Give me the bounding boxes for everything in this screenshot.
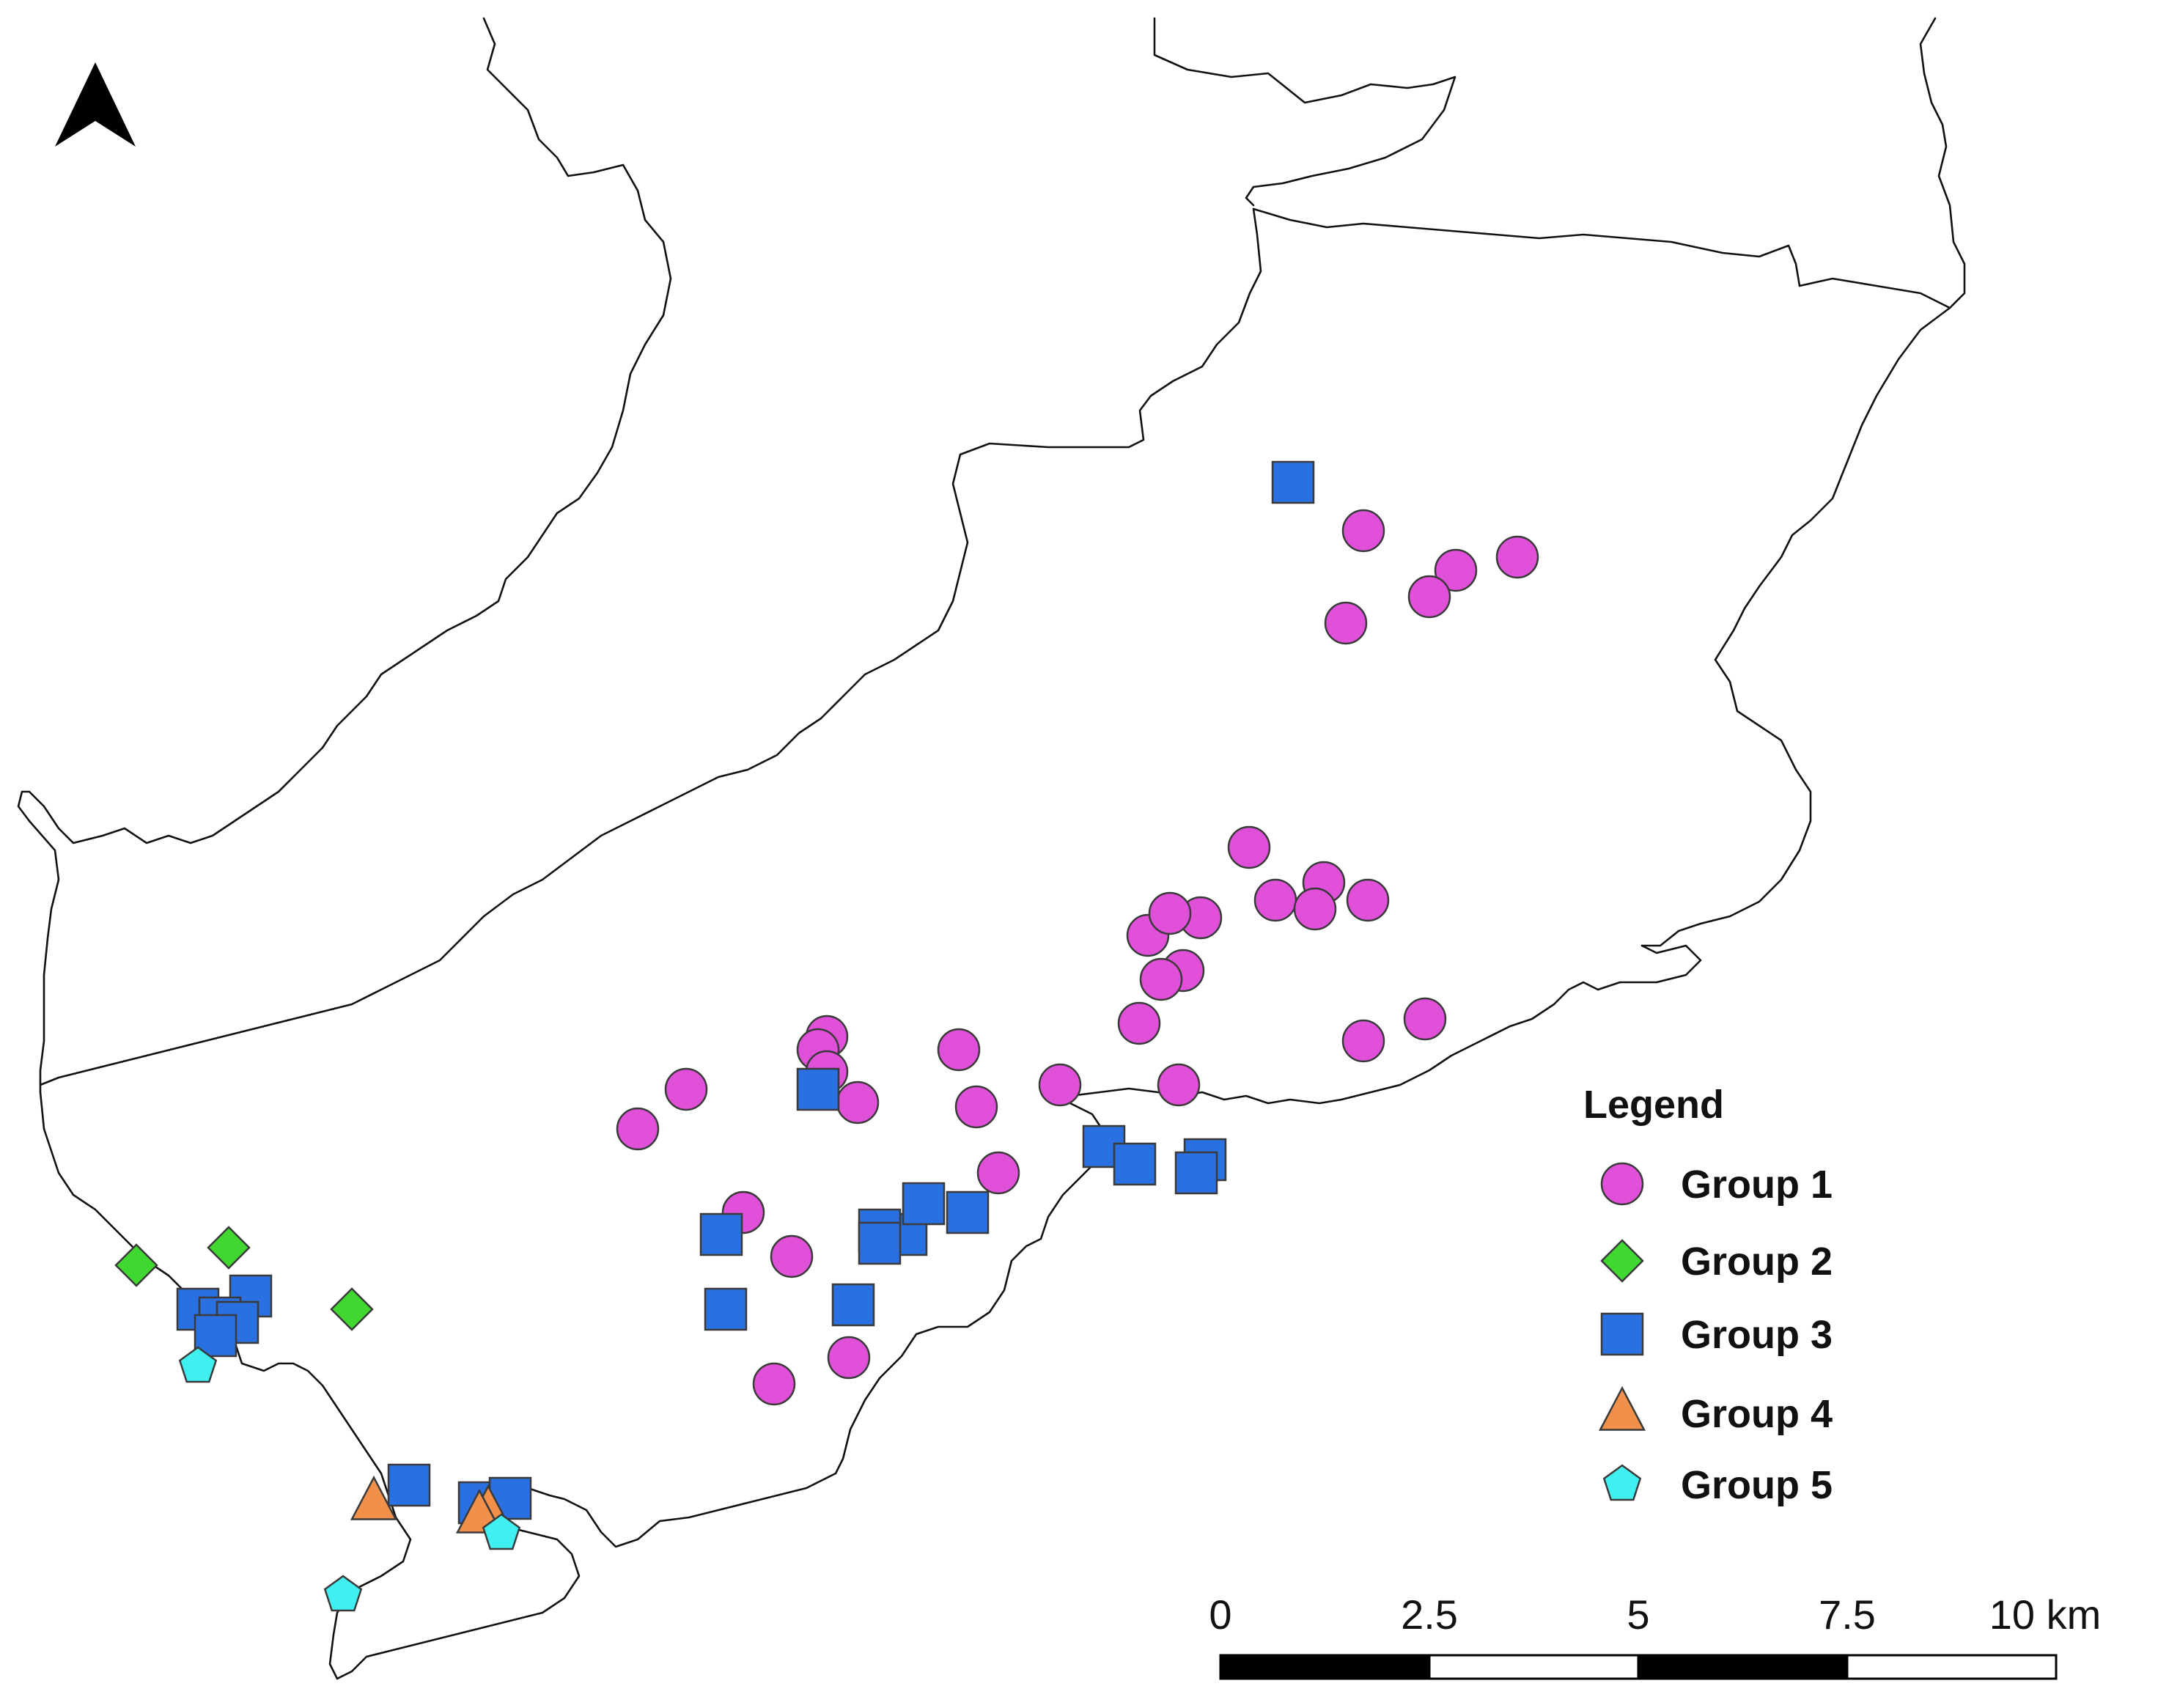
legend-title: Legend bbox=[1583, 1083, 1724, 1127]
legend-label-group-5: Group 5 bbox=[1681, 1463, 1833, 1507]
coastline-northeast bbox=[1919, 17, 1966, 309]
site-points-layer bbox=[114, 460, 1539, 1612]
site-marker-group-3 bbox=[1271, 460, 1315, 504]
site-marker-group-1 bbox=[1038, 1063, 1082, 1107]
site-marker-group-2 bbox=[207, 1226, 251, 1270]
scale-label-4: 10 km bbox=[1989, 1591, 2102, 1638]
scale-bar-labels: 0 2.5 5 7.5 10 km bbox=[1209, 1591, 2101, 1638]
site-marker-group-1 bbox=[827, 1336, 871, 1380]
site-marker-group-3 bbox=[387, 1463, 431, 1507]
scale-segment-4 bbox=[1846, 1654, 2058, 1680]
site-marker-group-1 bbox=[976, 1151, 1020, 1195]
legend-symbol-group-1 bbox=[1600, 1162, 1644, 1206]
site-marker-group-1 bbox=[1495, 535, 1539, 579]
legend-symbol-group-5 bbox=[1602, 1464, 1642, 1501]
site-marker-group-5 bbox=[178, 1346, 218, 1383]
site-marker-group-3 bbox=[831, 1283, 875, 1327]
site-marker-group-5 bbox=[323, 1575, 363, 1612]
scale-label-2: 5 bbox=[1627, 1591, 1649, 1638]
site-marker-group-1 bbox=[1407, 575, 1451, 619]
legend-label-group-2: Group 2 bbox=[1681, 1240, 1833, 1284]
site-marker-group-2 bbox=[330, 1287, 374, 1331]
legend-label-group-1: Group 1 bbox=[1681, 1163, 1833, 1207]
site-marker-group-3 bbox=[902, 1182, 946, 1226]
site-marker-group-1 bbox=[1403, 997, 1447, 1041]
site-marker-group-1 bbox=[1341, 1019, 1385, 1063]
site-marker-group-1 bbox=[1346, 878, 1390, 922]
site-marker-group-1 bbox=[1139, 957, 1183, 1001]
territory-boundary bbox=[39, 207, 1262, 1086]
site-marker-group-1 bbox=[770, 1234, 814, 1278]
site-marker-group-1 bbox=[664, 1067, 708, 1111]
site-marker-group-1 bbox=[1434, 548, 1478, 592]
scale-segment-1 bbox=[1219, 1654, 1431, 1680]
site-marker-group-1 bbox=[1253, 878, 1297, 922]
site-marker-group-1 bbox=[1148, 891, 1192, 935]
site-marker-group-3 bbox=[704, 1287, 748, 1331]
site-marker-group-1 bbox=[1341, 509, 1385, 553]
coastline-north bbox=[1153, 17, 1457, 207]
site-marker-group-3 bbox=[1113, 1142, 1157, 1186]
site-marker-group-3 bbox=[699, 1212, 743, 1256]
site-marker-group-2 bbox=[114, 1243, 158, 1287]
coastline-east bbox=[1640, 306, 1951, 947]
scale-segment-2 bbox=[1428, 1654, 1640, 1680]
legend-symbol-group-4 bbox=[1598, 1385, 1646, 1431]
site-marker-group-3 bbox=[1174, 1151, 1218, 1195]
scale-label-0: 0 bbox=[1209, 1591, 1231, 1638]
site-marker-group-1 bbox=[954, 1085, 998, 1129]
site-marker-group-1 bbox=[1324, 601, 1368, 645]
legend-items: Group 1 Group 2 Group 3 Group 4 Group 5 bbox=[1598, 1162, 1833, 1507]
site-marker-group-1 bbox=[937, 1028, 981, 1072]
site-marker-group-1 bbox=[836, 1081, 880, 1124]
site-marker-group-1 bbox=[616, 1107, 660, 1151]
scale-bar: 0 2.5 5 7.5 10 km bbox=[1209, 1591, 2101, 1680]
site-marker-group-5 bbox=[482, 1513, 521, 1550]
site-marker-group-4 bbox=[350, 1475, 398, 1520]
legend-symbol-group-3 bbox=[1600, 1312, 1644, 1356]
scale-label-1: 2.5 bbox=[1401, 1591, 1458, 1638]
scale-segment-3 bbox=[1637, 1654, 1849, 1680]
site-marker-group-1 bbox=[752, 1362, 796, 1406]
coastline-layer bbox=[17, 17, 1966, 1680]
site-marker-group-3 bbox=[858, 1221, 902, 1265]
coastline-west bbox=[17, 17, 672, 1094]
scale-label-3: 7.5 bbox=[1819, 1591, 1876, 1638]
north-arrow-icon bbox=[55, 62, 136, 147]
site-marker-group-1 bbox=[1157, 1063, 1201, 1107]
coastline-south bbox=[39, 1083, 1108, 1680]
territory-north-edge bbox=[1252, 207, 1951, 309]
site-marker-group-1 bbox=[1293, 887, 1337, 931]
site-marker-group-3 bbox=[946, 1190, 990, 1234]
legend-label-group-4: Group 4 bbox=[1681, 1392, 1833, 1436]
legend-label-group-3: Group 3 bbox=[1681, 1313, 1833, 1357]
legend-symbol-group-2 bbox=[1600, 1239, 1644, 1283]
site-marker-group-3 bbox=[796, 1067, 840, 1111]
site-marker-group-1 bbox=[1227, 825, 1271, 869]
site-marker-group-1 bbox=[1117, 1001, 1161, 1045]
